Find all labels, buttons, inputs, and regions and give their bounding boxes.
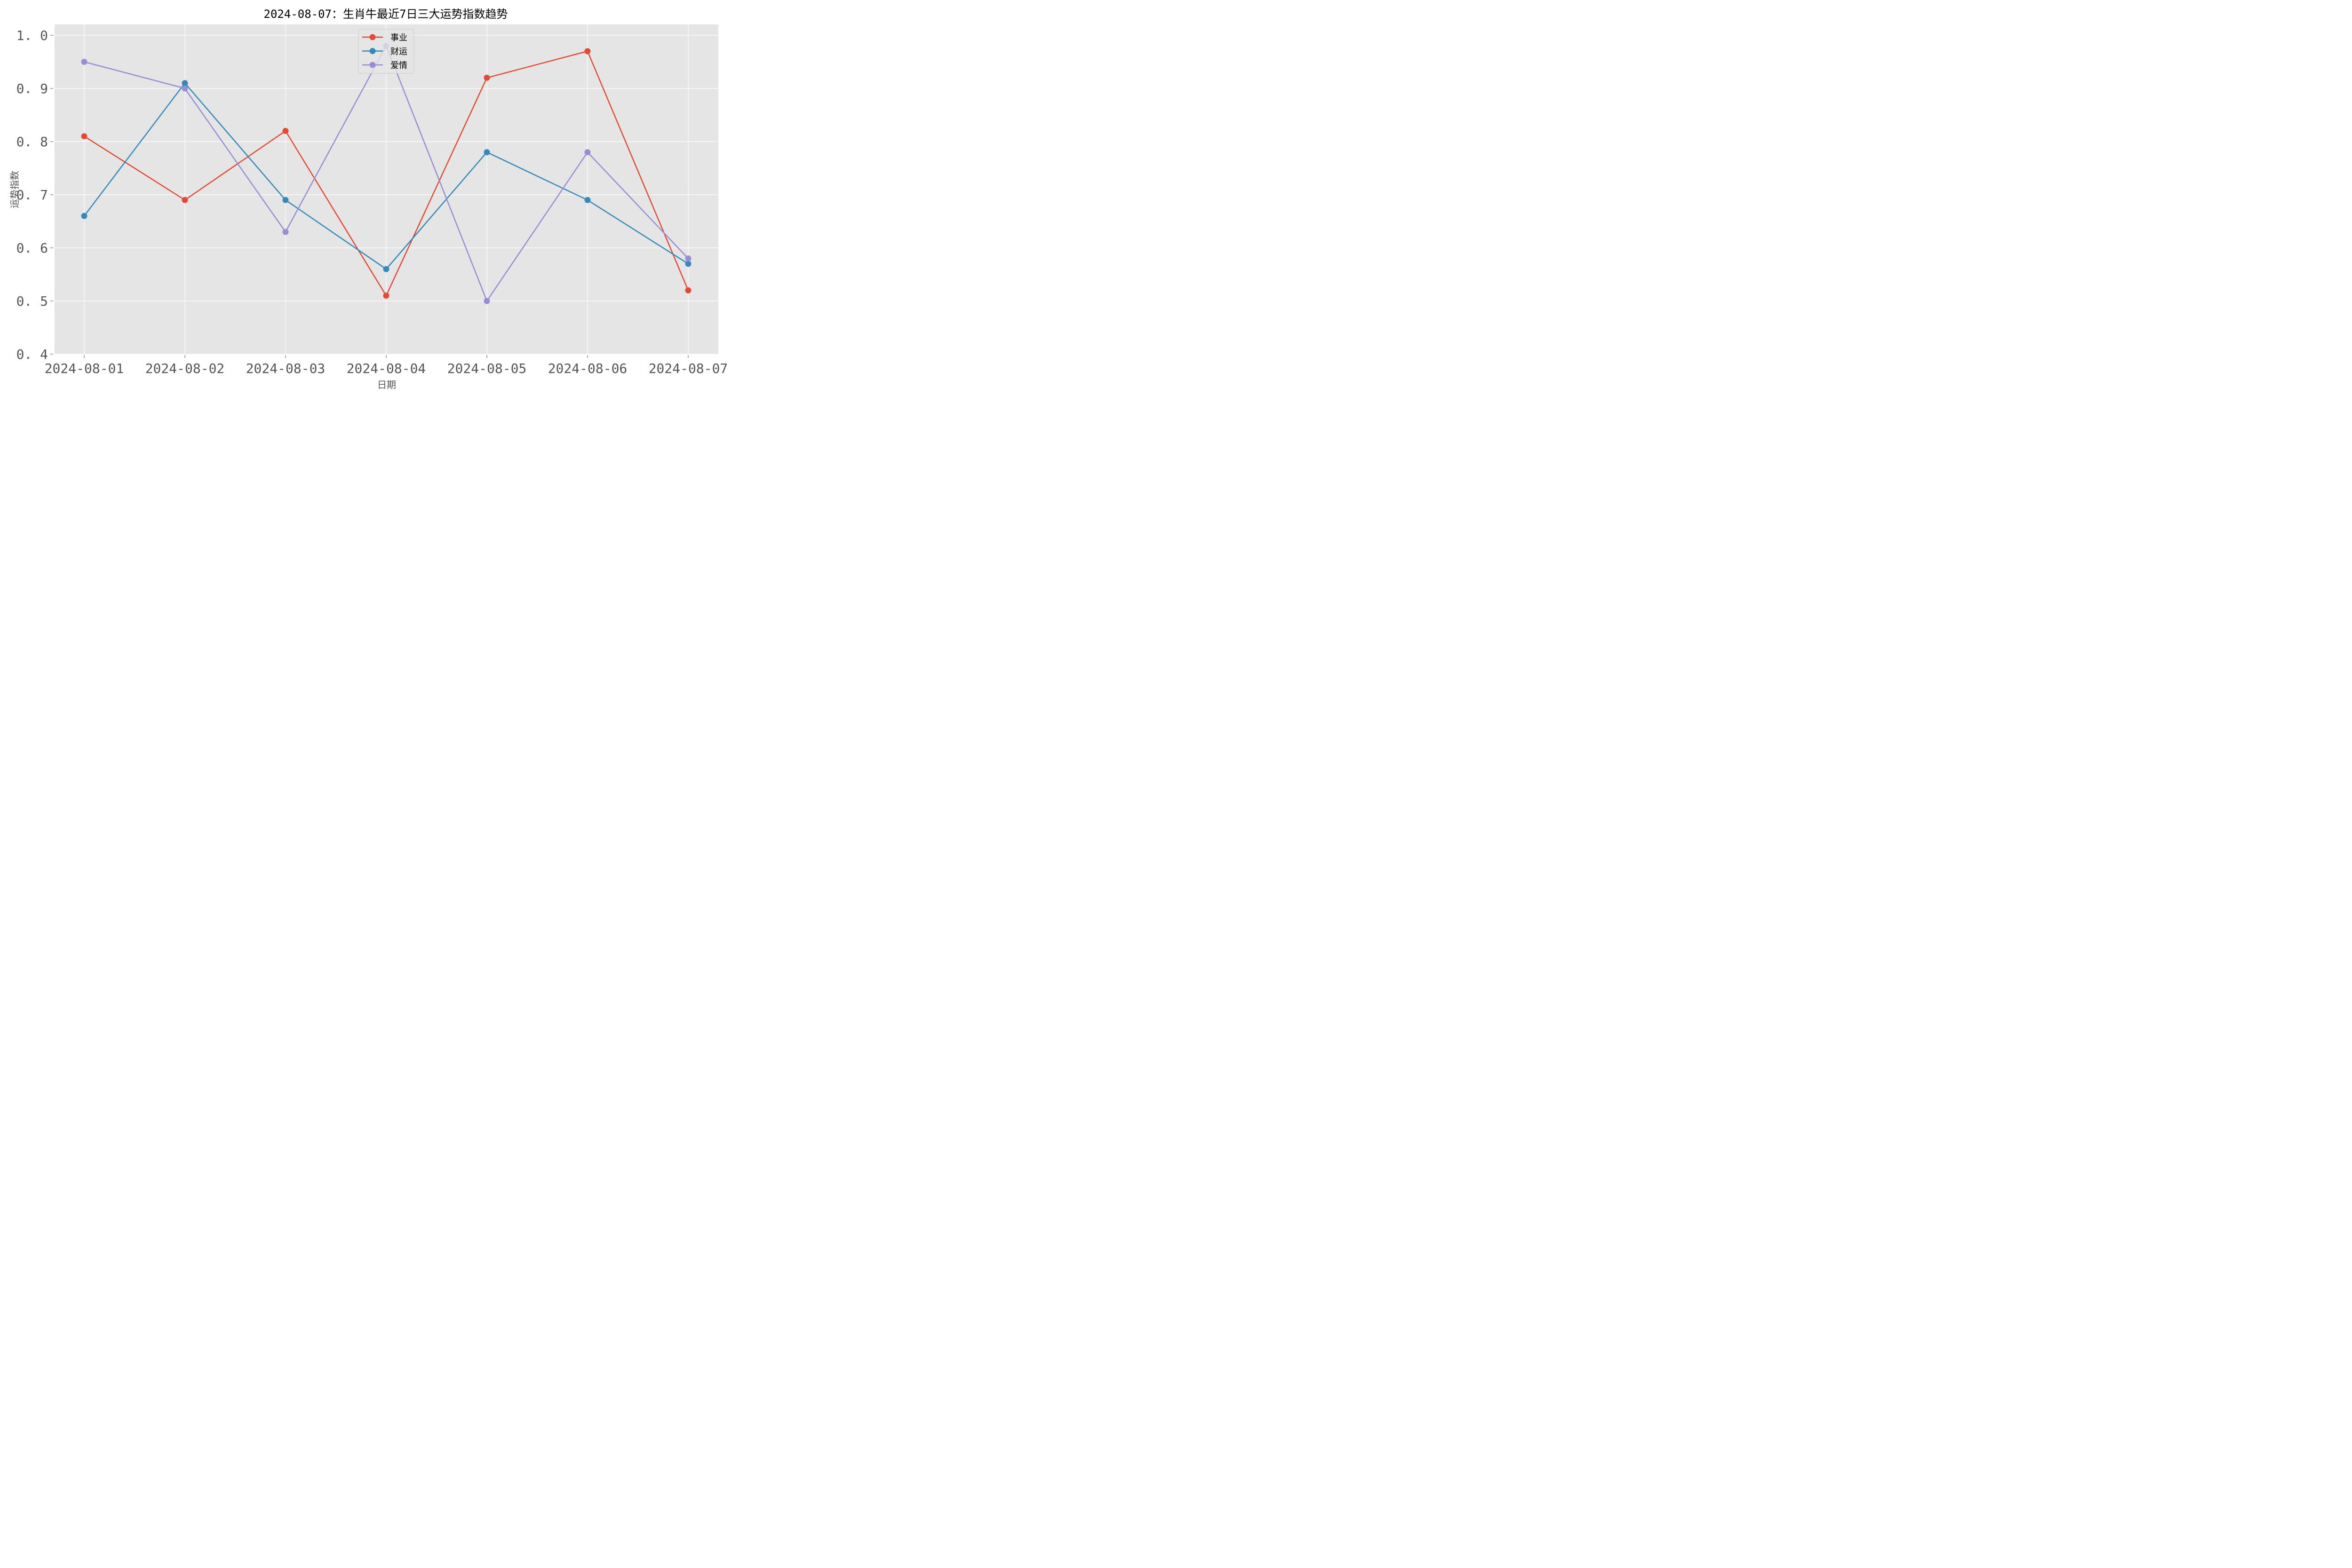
x-axis-ticks: 2024-08-01 2024-08-02 2024-08-03 2024-08-04…	[45, 355, 728, 376]
data-point	[484, 149, 490, 156]
data-point	[81, 59, 87, 65]
x-tick-label: 2024-08-05	[447, 361, 527, 376]
data-point	[282, 229, 289, 235]
x-tick-label: 2024-08-02	[145, 361, 225, 376]
legend-label: 财运	[390, 47, 407, 57]
data-point	[584, 197, 591, 203]
chart-title: 2024-08-07：生肖牛最近7日三大运势指数趋势	[264, 8, 508, 21]
legend-marker-icon	[369, 62, 376, 68]
data-point	[383, 266, 389, 272]
data-point	[484, 298, 490, 304]
data-point	[182, 197, 188, 203]
legend-marker-icon	[369, 34, 376, 40]
data-point	[182, 80, 188, 87]
y-tick-label: 0. 4	[16, 347, 48, 362]
series-财运	[81, 80, 691, 272]
y-tick-label: 0. 6	[16, 240, 48, 256]
legend-label: 爱情	[390, 61, 407, 71]
x-axis-label: 日期	[377, 379, 396, 390]
data-point	[685, 287, 691, 293]
x-tick-label: 2024-08-06	[548, 361, 628, 376]
data-point	[584, 48, 591, 55]
data-point	[81, 213, 87, 219]
x-tick-label: 2024-08-03	[246, 361, 326, 376]
x-tick-label: 2024-08-01	[45, 361, 124, 376]
data-point	[484, 74, 490, 81]
data-point	[182, 85, 188, 92]
data-point	[383, 293, 389, 299]
y-tick-label: 0. 5	[16, 293, 48, 309]
gridlines	[55, 24, 718, 355]
series-事业	[81, 48, 691, 299]
y-tick-label: 1. 0	[16, 28, 48, 43]
y-axis-ticks: 0. 4 0. 5 0. 6 0. 7 0. 8 0. 9 1. 0	[16, 28, 53, 362]
line-chart: 2024-08-07：生肖牛最近7日三大运势指数趋势 0. 40. 50. 60…	[9, 8, 728, 390]
data-point	[685, 261, 691, 267]
data-point	[584, 149, 591, 156]
y-axis-label: 运势指数	[9, 171, 20, 208]
y-tick-label: 0. 7	[16, 187, 48, 203]
y-tick-label: 0. 8	[16, 134, 48, 150]
data-point	[685, 255, 691, 262]
data-point	[282, 127, 289, 134]
legend-label: 事业	[390, 33, 407, 43]
data-point	[81, 133, 87, 140]
y-tick-label: 0. 9	[16, 81, 48, 96]
legend-marker-icon	[369, 48, 376, 54]
data-point	[282, 197, 289, 203]
x-tick-label: 2024-08-04	[347, 361, 426, 376]
x-tick-label: 2024-08-07	[649, 361, 728, 376]
